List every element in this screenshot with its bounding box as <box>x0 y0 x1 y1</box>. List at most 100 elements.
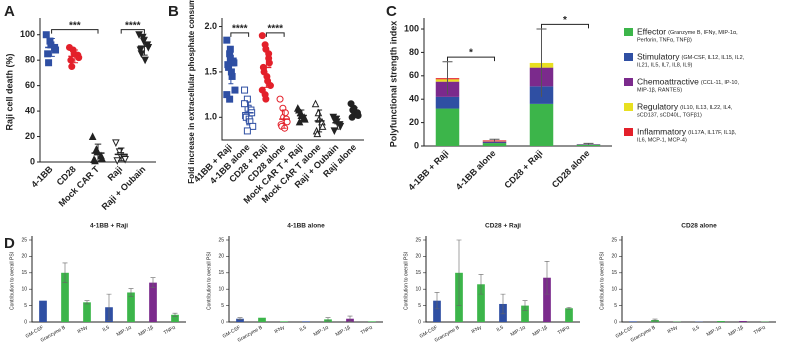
y-tick-label: 15 <box>611 270 617 276</box>
x-tick-label: MIP-1β <box>532 325 549 338</box>
data-point <box>266 82 274 90</box>
x-tick-label: IFNγ <box>274 324 287 335</box>
data-point <box>348 113 356 121</box>
y-tick-label: 10 <box>611 287 617 293</box>
y-tick-label: 0 <box>30 156 35 166</box>
error-bar <box>652 318 658 322</box>
error-bar <box>62 262 68 283</box>
x-tick-label: Granzyme B <box>434 324 462 343</box>
bar-segment <box>529 103 554 146</box>
bar-segment <box>482 141 507 143</box>
bar <box>717 321 725 322</box>
error-bar <box>281 109 287 129</box>
panel-letter: D <box>4 235 15 252</box>
bar <box>171 314 179 322</box>
chart-title: CD28 + Raji <box>485 223 521 230</box>
bar-segment <box>482 143 507 146</box>
y-tick-label: 25 <box>21 237 27 243</box>
data-point <box>231 86 239 94</box>
bar <box>739 321 747 322</box>
bar <box>565 308 573 322</box>
x-tick-label: MIP-1α <box>313 325 330 338</box>
data-point <box>88 132 97 141</box>
error-bar <box>334 115 340 130</box>
data-point <box>144 43 153 52</box>
panel-letter: C <box>386 3 397 20</box>
y-tick-label: 80 <box>25 55 35 65</box>
legend-detail: IL6, MCP-1, MCP-4) <box>637 137 687 143</box>
y-tick-label: 5 <box>418 303 421 309</box>
data-point <box>112 139 120 148</box>
y-axis-label: Contribution to overall PSI <box>403 252 409 310</box>
significance-bracket <box>541 23 589 29</box>
bar <box>368 321 376 322</box>
legend-detail: (IL10, IL13, IL22, IL4, <box>680 105 733 111</box>
bar <box>477 284 485 322</box>
x-tick-label: MIP-1α <box>510 325 527 338</box>
x-tick-label: Raji <box>106 164 125 183</box>
data-point <box>121 155 129 164</box>
error-bar <box>94 143 102 163</box>
y-tick-label: 20 <box>218 254 224 260</box>
data-point <box>45 59 53 67</box>
y-axis-label: Contribution to overall PSI <box>599 252 605 310</box>
y-tick-label: 15 <box>21 270 27 276</box>
data-point <box>243 127 251 135</box>
data-point <box>265 54 273 62</box>
error-bar <box>150 277 156 288</box>
legend-swatch <box>624 103 633 111</box>
x-tick-label: IL5 <box>692 325 701 334</box>
error-bar <box>128 288 134 297</box>
data-point <box>241 86 249 94</box>
error-bar <box>246 101 252 125</box>
error-bar <box>536 28 547 97</box>
x-tick-label: IL5 <box>102 325 111 334</box>
significance-bracket <box>265 32 285 37</box>
x-tick-label: CD28 alone <box>550 148 592 190</box>
y-tick-label: 5 <box>221 303 224 309</box>
x-tick-label: 4-1BB <box>29 164 55 190</box>
y-tick-label: 15 <box>415 270 421 276</box>
data-point <box>314 108 323 117</box>
y-tick-label: 20 <box>25 131 35 141</box>
data-point <box>241 100 249 108</box>
y-tick-label: 20 <box>21 254 27 260</box>
data-point <box>249 122 257 130</box>
significance-label: * <box>469 48 473 59</box>
y-tick-label: 20 <box>611 254 617 260</box>
x-tick-label: IFNγ <box>471 324 484 335</box>
error-bar <box>299 109 305 122</box>
chart-title: CD28 alone <box>681 223 717 230</box>
data-point <box>354 111 362 119</box>
error-bar <box>489 138 500 142</box>
error-bar <box>478 274 484 295</box>
y-tick-label: 20 <box>409 117 419 127</box>
y-tick-label: 60 <box>409 70 419 80</box>
bar <box>149 282 157 322</box>
error-bar <box>141 36 148 56</box>
error-bar <box>172 312 178 317</box>
significance-label: **** <box>125 20 141 31</box>
x-tick-label: MIP-1β <box>335 325 352 338</box>
y-tick-label: 25 <box>218 237 224 243</box>
chart-title: 4-1BB alone <box>287 223 325 230</box>
x-tick-label: IL5 <box>299 325 308 334</box>
data-point <box>137 50 146 58</box>
y-tick-label: 80 <box>409 47 419 57</box>
y-tick-label: 1.0 <box>204 112 217 122</box>
data-point <box>98 154 106 162</box>
data-point <box>336 122 345 131</box>
x-tick-label: 4-1BB alone <box>454 148 498 192</box>
error-bar <box>237 317 243 321</box>
data-point <box>311 99 320 108</box>
y-tick-label: 25 <box>415 237 421 243</box>
bar <box>39 300 47 322</box>
significance-bracket <box>447 56 495 62</box>
error-bar <box>48 38 55 57</box>
bar <box>433 300 441 322</box>
y-tick-label: 0 <box>418 319 421 325</box>
legend-label: Inflammatory <box>637 126 687 136</box>
y-axis-label: Contribution to overall PSI <box>9 252 15 310</box>
error-bar <box>228 46 234 85</box>
x-tick-label: 4-1BB + Raji <box>406 148 450 192</box>
